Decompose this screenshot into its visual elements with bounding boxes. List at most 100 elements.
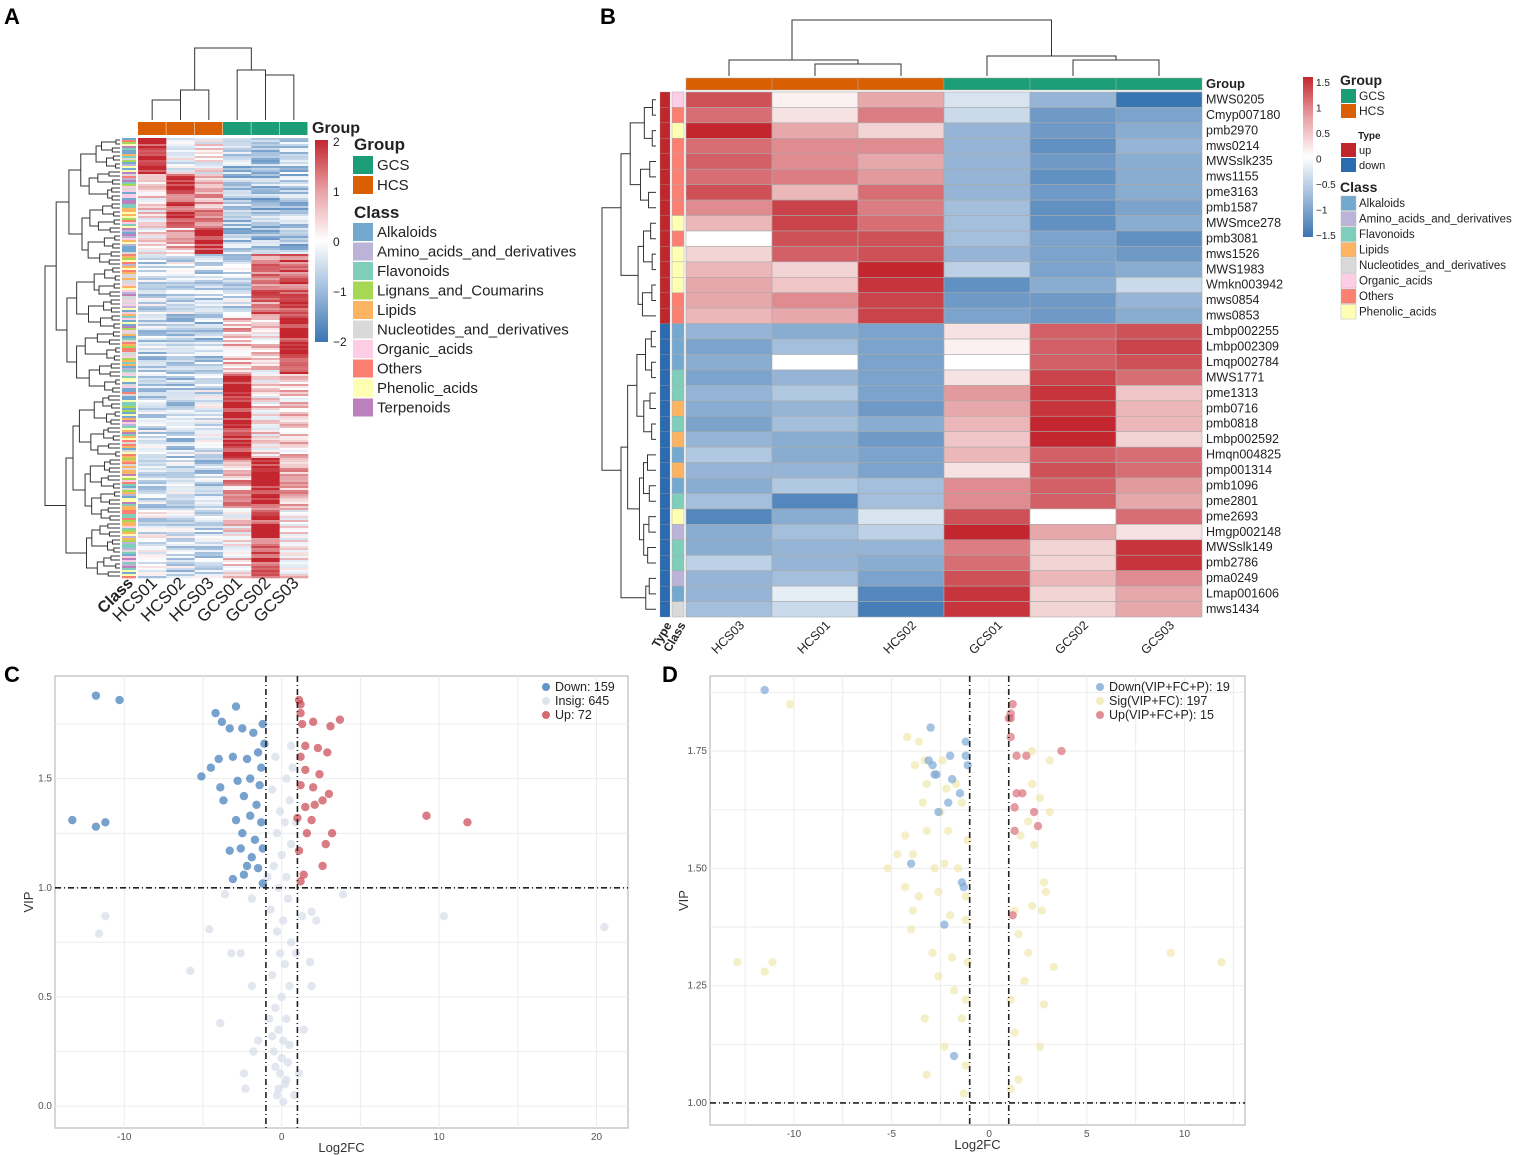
heatmap-cell xyxy=(138,214,167,217)
heatmap-cell xyxy=(194,152,224,155)
data-point-sig xyxy=(1041,887,1051,897)
heatmap-cell xyxy=(166,498,195,501)
heatmap-cell xyxy=(166,152,195,155)
heatmap-cell xyxy=(279,278,309,281)
heatmap-cell xyxy=(251,244,280,247)
heatmap-cell xyxy=(279,212,309,215)
heatmap-cell xyxy=(279,518,309,521)
heatmap-cell xyxy=(251,360,280,363)
heatmap-cell xyxy=(138,402,167,405)
data-point-insig xyxy=(307,981,316,991)
heatmap-cell xyxy=(1029,91,1117,108)
heatmap-cell xyxy=(166,240,195,243)
heatmap-cell xyxy=(194,414,224,417)
data-point-sig xyxy=(945,911,955,920)
heatmap-cell xyxy=(138,396,167,399)
heatmap-cell xyxy=(251,192,280,195)
heatmap-cell xyxy=(251,554,280,557)
class-annotation-cell xyxy=(122,358,136,361)
heatmap-cell xyxy=(166,238,195,241)
heatmap-cell xyxy=(251,338,280,341)
class-annotation-cell xyxy=(122,536,136,539)
heatmap-cell xyxy=(166,422,195,425)
class-annotation-cell xyxy=(122,566,136,569)
heatmap-cell xyxy=(251,450,280,453)
type-annotation-cell xyxy=(659,354,671,371)
data-point-insig xyxy=(272,1091,282,1100)
heatmap-cell xyxy=(279,396,309,399)
class-annotation-cell xyxy=(122,408,136,411)
data-point-sig xyxy=(963,957,972,967)
heatmap-cell xyxy=(223,510,252,513)
dendrogram-branch xyxy=(108,259,120,265)
heatmap-cell xyxy=(166,534,195,537)
heatmap-cell xyxy=(685,215,773,232)
heatmap-cell xyxy=(223,444,252,447)
heatmap-cell xyxy=(166,508,195,511)
class-annotation-cell xyxy=(122,450,136,453)
legend-class-swatch xyxy=(353,301,373,319)
legend-class-label: Others xyxy=(377,361,422,378)
heatmap-cell xyxy=(194,176,224,179)
heatmap-cell xyxy=(138,478,167,481)
class-annotation-cell xyxy=(122,378,136,381)
heatmap-cell xyxy=(279,338,309,341)
dendrogram-branch xyxy=(111,539,120,545)
heatmap-cell xyxy=(251,220,280,223)
heatmap-cell xyxy=(1029,539,1117,556)
heatmap-cell xyxy=(194,428,224,431)
heatmap-cell xyxy=(194,454,224,457)
data-point-sig xyxy=(934,887,943,897)
heatmap-cell xyxy=(223,182,252,185)
heatmap-cell xyxy=(279,164,309,167)
heatmap-cell xyxy=(1115,369,1203,386)
heatmap-cell xyxy=(138,538,167,541)
heatmap-cell xyxy=(251,318,280,321)
dendrogram-branch xyxy=(108,171,120,177)
heatmap-cell xyxy=(1029,292,1117,309)
heatmap-cell xyxy=(138,194,167,197)
heatmap-cell xyxy=(223,230,252,233)
class-annotation-cell xyxy=(122,240,136,243)
heatmap-cell xyxy=(223,388,252,391)
heatmap-cell xyxy=(1115,153,1203,170)
heatmap-cell xyxy=(166,576,195,579)
legend-label: Up(VIP+FC+P): 15 xyxy=(1109,708,1214,722)
class-annotation-cell xyxy=(122,316,136,319)
data-point-sig xyxy=(961,995,970,1004)
heatmap-cell xyxy=(279,348,309,351)
heatmap-cell xyxy=(943,369,1031,386)
heatmap-cell xyxy=(138,324,167,327)
type-annotation-cell xyxy=(659,524,671,540)
heatmap-cell xyxy=(194,504,224,507)
heatmap-cell xyxy=(166,268,195,271)
heatmap-cell xyxy=(166,144,195,147)
heatmap-cell xyxy=(138,232,167,235)
heatmap-cell xyxy=(194,308,224,311)
heatmap-cell xyxy=(223,526,252,529)
heatmap-cell xyxy=(251,468,280,471)
heatmap-cell xyxy=(166,558,195,561)
heatmap-cell xyxy=(138,234,167,237)
data-point-down xyxy=(245,811,255,820)
data-point-up xyxy=(296,877,305,886)
heatmap-cell xyxy=(251,564,280,567)
heatmap-cell xyxy=(194,488,224,491)
data-point-insig xyxy=(297,911,307,921)
heatmap-cell xyxy=(223,458,252,461)
heatmap-cell xyxy=(166,378,195,381)
class-annotation-cell xyxy=(122,518,136,521)
class-annotation-cell xyxy=(122,424,136,427)
class-annotation-cell xyxy=(122,528,136,531)
heatmap-cell xyxy=(1029,230,1117,247)
heatmap-cell xyxy=(194,402,224,405)
class-annotation-cell xyxy=(122,502,136,505)
heatmap-cell xyxy=(251,176,280,179)
heatmap-cell xyxy=(279,232,309,235)
heatmap-cell xyxy=(685,585,773,602)
group-annotation-cell xyxy=(943,77,1031,91)
heatmap-cell xyxy=(223,322,252,325)
heatmap-cell xyxy=(771,431,859,448)
heatmap-cell xyxy=(771,276,859,294)
heatmap-cell xyxy=(138,520,167,523)
